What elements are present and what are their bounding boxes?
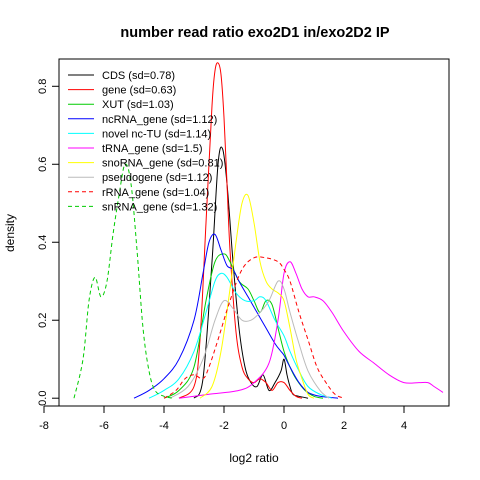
series-layer xyxy=(73,62,444,399)
series-line-3 xyxy=(133,233,339,399)
legend-entry-label: gene (sd=0.63) xyxy=(102,85,176,97)
x-tick-label: -2 xyxy=(219,420,229,432)
y-tick-label: 0.0 xyxy=(37,391,49,406)
series-line-2 xyxy=(163,253,324,399)
legend-entry-label: ncRNA_gene (sd=1.12) xyxy=(102,114,217,126)
x-tick-label: 0 xyxy=(281,420,287,432)
series-line-1 xyxy=(178,62,303,399)
x-axis-label: log2 ratio xyxy=(229,451,279,465)
y-axis-label: density xyxy=(3,214,17,252)
y-axis: 0.0 0.2 0.4 0.6 0.8 xyxy=(37,79,60,406)
legend-entry-label: snRNA_gene (sd=1.32) xyxy=(102,201,217,213)
legend-entry-label: novel nc-TU (sd=1.14) xyxy=(102,128,211,140)
x-tick-label: -6 xyxy=(99,420,109,432)
chart-title: number read ratio exo2D1 in/exo2D2 IP xyxy=(120,25,389,41)
legend-entry-label: pseudogene (sd=1.12) xyxy=(102,172,212,184)
x-tick-label: 4 xyxy=(401,420,407,432)
series-line-7 xyxy=(169,280,330,399)
x-tick-label: -8 xyxy=(39,420,49,432)
series-line-8 xyxy=(163,256,345,399)
y-tick-label: 0.4 xyxy=(37,235,49,250)
series-line-6 xyxy=(199,193,315,399)
legend: CDS (sd=0.78) gene (sd=0.63) XUT (sd=1.03)… xyxy=(68,70,223,213)
y-tick-label: 0.2 xyxy=(37,313,49,328)
legend-entry-label: rRNA_gene (sd=1.04) xyxy=(102,187,209,199)
legend-entry-label: snoRNA_gene (sd=0.81) xyxy=(102,158,223,170)
legend-entry-label: tRNA_gene (sd=1.5) xyxy=(102,143,203,155)
legend-entry-label: CDS (sd=0.78) xyxy=(102,70,175,82)
x-axis: -8 -6 -4 -2 0 2 4 xyxy=(39,405,407,432)
y-tick-label: 0.6 xyxy=(37,157,49,172)
y-tick-label: 0.8 xyxy=(37,79,49,94)
series-line-5 xyxy=(178,261,444,399)
series-line-4 xyxy=(148,272,333,399)
series-line-9 xyxy=(73,163,174,399)
x-tick-label: -4 xyxy=(159,420,169,432)
series-line-0 xyxy=(193,146,309,399)
x-tick-label: 2 xyxy=(341,420,347,432)
legend-entry-label: XUT (sd=1.03) xyxy=(102,99,174,111)
